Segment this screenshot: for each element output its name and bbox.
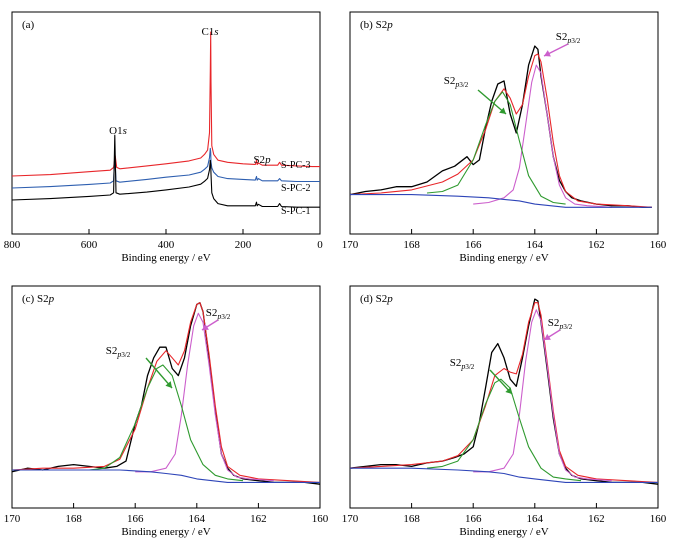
series-line-1 [11,31,320,177]
component-line-4 [426,378,582,482]
x-tick-label: 166 [127,513,144,525]
component-line-3 [473,64,612,208]
x-tick-label: 164 [189,513,206,525]
x-tick-label: 168 [403,239,420,251]
x-axis-label: Binding energy / eV [121,526,210,538]
arrowhead [544,50,551,57]
plot-frame [11,11,321,235]
x-tick-label: 170 [342,513,359,525]
series-label: S-PC-3 [281,160,310,171]
x-tick-label: 162 [250,513,267,525]
x-tick-label: 168 [65,513,82,525]
peak-label: S2p3/2 [450,357,475,371]
x-axis-label: Binding energy / eV [459,526,548,538]
x-tick-label: 170 [4,513,21,525]
raw-data-line-1 [349,298,659,485]
fit-envelope-line-2 [349,53,652,208]
x-tick-label: 162 [588,513,605,525]
arrowhead [202,323,209,330]
background-line-5 [350,467,658,483]
peak-annotation: O1s [109,125,127,137]
panel-2: 170 168 166 164 162 160 Binding energy / eV (b)… [342,11,667,264]
x-axis-label: Binding energy / eV [459,252,548,264]
arrowhead [544,333,551,340]
x-tick-label: 800 [4,239,21,251]
component-line-4 [88,364,244,482]
peak-annotation: S2p [253,154,271,166]
x-tick-label: 160 [650,239,667,251]
arrowhead [505,387,512,394]
fit-envelope-line-2 [349,302,659,483]
background-line-5 [12,469,320,483]
plot-frame [11,285,321,509]
x-tick-label: 164 [527,239,544,251]
fit-envelope-line-2 [11,302,321,483]
panel-3: 170 168 166 164 162 160 Binding energy / eV (c)… [4,285,329,538]
series-label: S-PC-1 [281,206,310,217]
series-line-2 [11,147,320,189]
x-tick-label: 160 [312,513,329,525]
peak-arrow [145,357,173,389]
panel-label: (a) [22,19,35,31]
background-line-5 [350,194,652,208]
peak-label: S2p3/2 [444,75,469,89]
x-tick-label: 168 [403,513,420,525]
x-tick-label: 166 [465,513,482,525]
component-line-3 [473,309,612,482]
series-line-3 [11,134,320,208]
peak-annotation: C1s [201,26,218,38]
component-line-4 [426,91,566,205]
plot-frame [349,285,659,509]
x-axis-label: Binding energy / eV [121,252,210,264]
plot-frame [349,11,659,235]
panel-label: (b) S2p [360,19,393,31]
x-tick-label: 164 [527,513,544,525]
x-tick-label: 600 [81,239,98,251]
x-tick-label: 400 [158,239,175,251]
peak-label: S2p3/2 [206,307,231,321]
panel-label: (c) S2p [22,293,55,305]
raw-data-line-1 [349,45,652,208]
series-label: S-PC-2 [281,183,310,194]
raw-data-line-1 [11,302,321,485]
component-line-3 [135,312,274,482]
arrowhead [499,107,506,114]
x-tick-label: 162 [588,239,605,251]
x-tick-label: 170 [342,239,359,251]
x-tick-label: 166 [465,239,482,251]
peak-arrow [477,89,507,115]
peak-label: S2p3/2 [556,31,581,45]
peak-label: S2p3/2 [548,317,573,331]
panel-1: 800 600 400 200 0 Binding energy / eV (a) C1s O1… [4,11,323,264]
panel-4: 170 168 166 164 162 160 Binding energy / eV (d)… [342,285,667,538]
panel-label: (d) S2p [360,293,393,305]
arrowhead [165,381,172,388]
x-tick-label: 200 [235,239,252,251]
x-tick-label: 0 [317,239,323,251]
peak-label: S2p3/2 [106,345,131,359]
x-tick-label: 160 [650,513,667,525]
